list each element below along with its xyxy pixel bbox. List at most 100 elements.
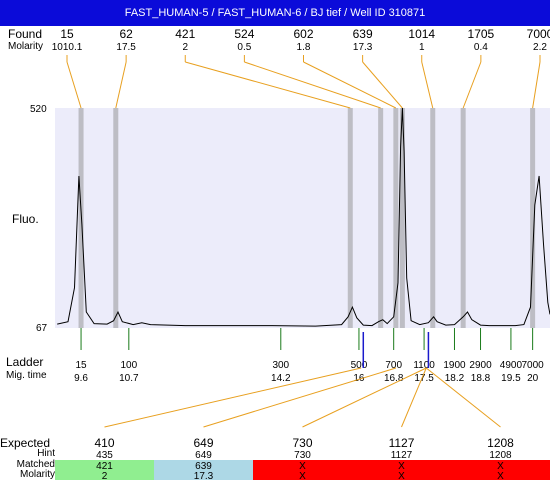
peak-band — [399, 108, 405, 328]
expected-hint: 1208 — [489, 450, 512, 461]
expected-value: 1208 — [487, 436, 514, 450]
matched-cell — [253, 460, 353, 480]
peak-band — [378, 108, 384, 328]
matched-value: 639 — [195, 461, 212, 472]
peak-band — [460, 108, 466, 328]
ladder-mig-time: 10.7 — [119, 373, 139, 384]
peak-band — [430, 108, 436, 328]
expected-value: 730 — [292, 436, 312, 450]
ladder-mig-time: 19.5 — [501, 373, 521, 384]
ladder-mig-time: 16.8 — [384, 373, 404, 384]
matched-label: Matched — [16, 459, 55, 470]
fluorescence-trace — [57, 107, 550, 327]
expected-value: 410 — [94, 436, 114, 450]
found-peak-size: 639 — [353, 27, 373, 41]
matched-cell — [352, 460, 452, 480]
found-connector — [462, 61, 482, 109]
molarity-bottom-label: Molarity — [19, 469, 55, 480]
found-peak-molarity: 0.5 — [237, 42, 251, 53]
found-peak-molarity: 0.4 — [474, 42, 488, 53]
ladder-size: 300 — [272, 360, 289, 371]
expected-value: 649 — [193, 436, 213, 450]
ladder-size: 2900 — [469, 360, 492, 371]
matched-value: X — [497, 461, 504, 472]
ladder-size: 1900 — [443, 360, 466, 371]
found-connector — [115, 61, 127, 109]
peak-band — [347, 108, 353, 328]
found-peak-size: 15 — [60, 27, 74, 41]
expected-connector — [203, 367, 397, 428]
found-peak-molarity: 1010.1 — [52, 42, 83, 53]
found-peak-molarity: 17.3 — [353, 42, 373, 53]
ladder-mig-time: 17.5 — [414, 373, 434, 384]
matched-cell — [451, 460, 550, 480]
matched-molarity: X — [398, 471, 405, 480]
ladder-mig-time: 14.2 — [271, 373, 291, 384]
expected-connector — [104, 367, 362, 428]
found-peak-size: 421 — [175, 27, 195, 41]
hint-label: Hint — [37, 448, 55, 459]
matched-value: X — [299, 461, 306, 472]
ladder-size: 500 — [351, 360, 368, 371]
ladder-size: 15 — [75, 360, 87, 371]
found-peak-molarity: 2.2 — [533, 42, 547, 53]
expected-hint: 1127 — [391, 450, 413, 461]
found-connector — [303, 61, 397, 109]
plot-area — [55, 108, 550, 328]
found-peak-size: 524 — [234, 27, 254, 41]
ladder-label: Ladder — [6, 355, 44, 369]
matched-molarity: 17.3 — [194, 471, 214, 480]
ladder-size: 100 — [120, 360, 137, 371]
mig-time-label: Mig. time — [6, 370, 47, 381]
found-connector — [66, 61, 82, 109]
ladder-mig-time: 18.2 — [445, 373, 465, 384]
found-label: Found — [8, 27, 43, 41]
matched-molarity: 2 — [102, 471, 108, 480]
found-connector — [185, 61, 351, 109]
peak-band — [113, 108, 119, 328]
molarity-label: Molarity — [8, 41, 44, 52]
found-connector — [362, 61, 403, 109]
found-connector — [421, 61, 434, 109]
peak-band — [393, 108, 399, 328]
expected-connector — [425, 367, 501, 428]
matched-value: X — [398, 461, 405, 472]
y-tick-min: 67 — [36, 323, 48, 334]
y-tick-max: 520 — [30, 104, 47, 115]
found-peak-molarity: 1 — [419, 42, 425, 53]
matched-molarity: X — [497, 471, 504, 480]
expected-connector — [302, 367, 427, 428]
ladder-mig-time: 18.8 — [471, 373, 491, 384]
found-connector — [532, 61, 541, 109]
found-peak-size: 1705 — [468, 27, 495, 41]
peak-band — [530, 108, 536, 328]
found-peak-molarity: 17.5 — [116, 42, 136, 53]
expected-hint: 730 — [294, 450, 311, 461]
matched-cell — [55, 460, 155, 480]
ladder-size: 4900 — [500, 360, 523, 371]
ladder-mig-time: 16 — [353, 373, 365, 384]
ladder-size: 1100 — [413, 360, 435, 371]
found-peak-molarity: 1.8 — [297, 42, 311, 53]
found-peak-size: 7000 — [527, 27, 550, 41]
window-title: FAST_HUMAN-5 / FAST_HUMAN-6 / BJ tief / … — [0, 0, 550, 26]
expected-hint: 649 — [195, 450, 212, 461]
matched-cell — [154, 460, 254, 480]
found-connector — [244, 61, 381, 109]
matched-molarity: X — [299, 471, 306, 480]
fluo-axis-label: Fluo. — [12, 212, 39, 226]
ladder-size: 700 — [385, 360, 402, 371]
found-peak-size: 62 — [119, 27, 133, 41]
expected-hint: 435 — [96, 450, 113, 461]
found-peak-size: 602 — [293, 27, 313, 41]
found-peak-molarity: 2 — [182, 42, 188, 53]
matched-value: 421 — [96, 461, 113, 472]
expected-label: Expected — [0, 436, 51, 450]
expected-connector — [401, 367, 427, 428]
ladder-mig-time: 9.6 — [74, 373, 88, 384]
ladder-mig-time: 20 — [527, 373, 539, 384]
found-peak-size: 1014 — [408, 27, 435, 41]
expected-value: 1127 — [389, 436, 415, 450]
ladder-size: 7000 — [522, 360, 545, 371]
